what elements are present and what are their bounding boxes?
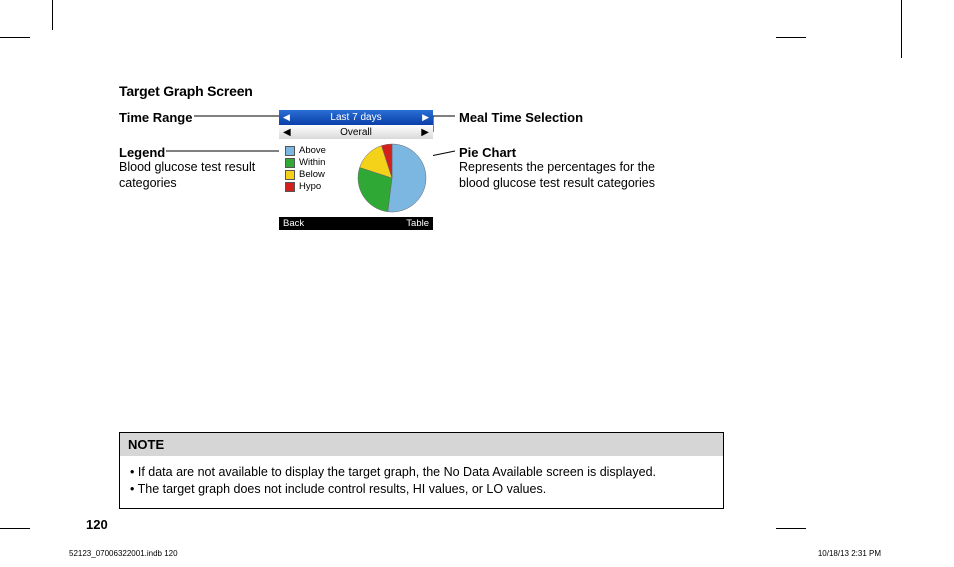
meal-selection-value: Overall [340, 127, 372, 138]
label-legend: Legend [119, 145, 165, 160]
device-screenshot: ◀ Last 7 days ▶ ◀ Overall ▶ AboveWithinB… [279, 110, 433, 230]
legend-row: Hypo [285, 181, 326, 192]
next-arrow-icon: ▶ [422, 112, 429, 123]
legend-swatch [285, 146, 295, 156]
legend-label: Above [299, 145, 326, 156]
note-bullet: • If data are not available to display t… [130, 464, 715, 481]
legend-swatch [285, 158, 295, 168]
legend-label: Within [299, 157, 325, 168]
legend-swatch [285, 170, 295, 180]
device-time-range-bar: ◀ Last 7 days ▶ [279, 110, 433, 125]
legend-row: Above [285, 145, 326, 156]
desc-pie-chart: Represents the percentages for the blood… [459, 160, 679, 191]
prev-arrow-icon: ◀ [283, 112, 290, 123]
device-body: AboveWithinBelowHypo [279, 139, 433, 217]
note-bullet: • The target graph does not include cont… [130, 481, 715, 498]
legend-label: Hypo [299, 181, 321, 192]
legend-swatch [285, 182, 295, 192]
page-content: Target Graph Screen Time Range Legend Bl… [59, 0, 891, 567]
next-arrow-icon: ▶ [421, 127, 429, 138]
legend-row: Within [285, 157, 326, 168]
prev-arrow-icon: ◀ [283, 127, 291, 138]
page-number: 120 [86, 517, 108, 532]
time-range-value: Last 7 days [330, 112, 381, 123]
note-heading: NOTE [120, 433, 723, 456]
label-time-range: Time Range [119, 110, 192, 125]
footer-right: 10/18/13 2:31 PM [818, 549, 881, 558]
back-label: Back [283, 218, 304, 229]
device-meal-selection-bar: ◀ Overall ▶ [279, 125, 433, 139]
desc-legend: Blood glucose test result categories [119, 160, 269, 191]
table-label: Table [406, 218, 429, 229]
label-meal-time: Meal Time Selection [459, 110, 583, 125]
note-box: NOTE • If data are not available to disp… [119, 432, 724, 509]
section-title: Target Graph Screen [119, 83, 253, 99]
device-legend: AboveWithinBelowHypo [285, 145, 326, 193]
note-body: • If data are not available to display t… [120, 456, 723, 508]
legend-label: Below [299, 169, 325, 180]
pie-chart [357, 143, 427, 213]
legend-row: Below [285, 169, 326, 180]
label-pie-chart: Pie Chart [459, 145, 516, 160]
device-footer-bar: Back Table [279, 217, 433, 230]
footer-left: 52123_07006322001.indb 120 [69, 549, 178, 558]
pie-slice [388, 144, 426, 212]
